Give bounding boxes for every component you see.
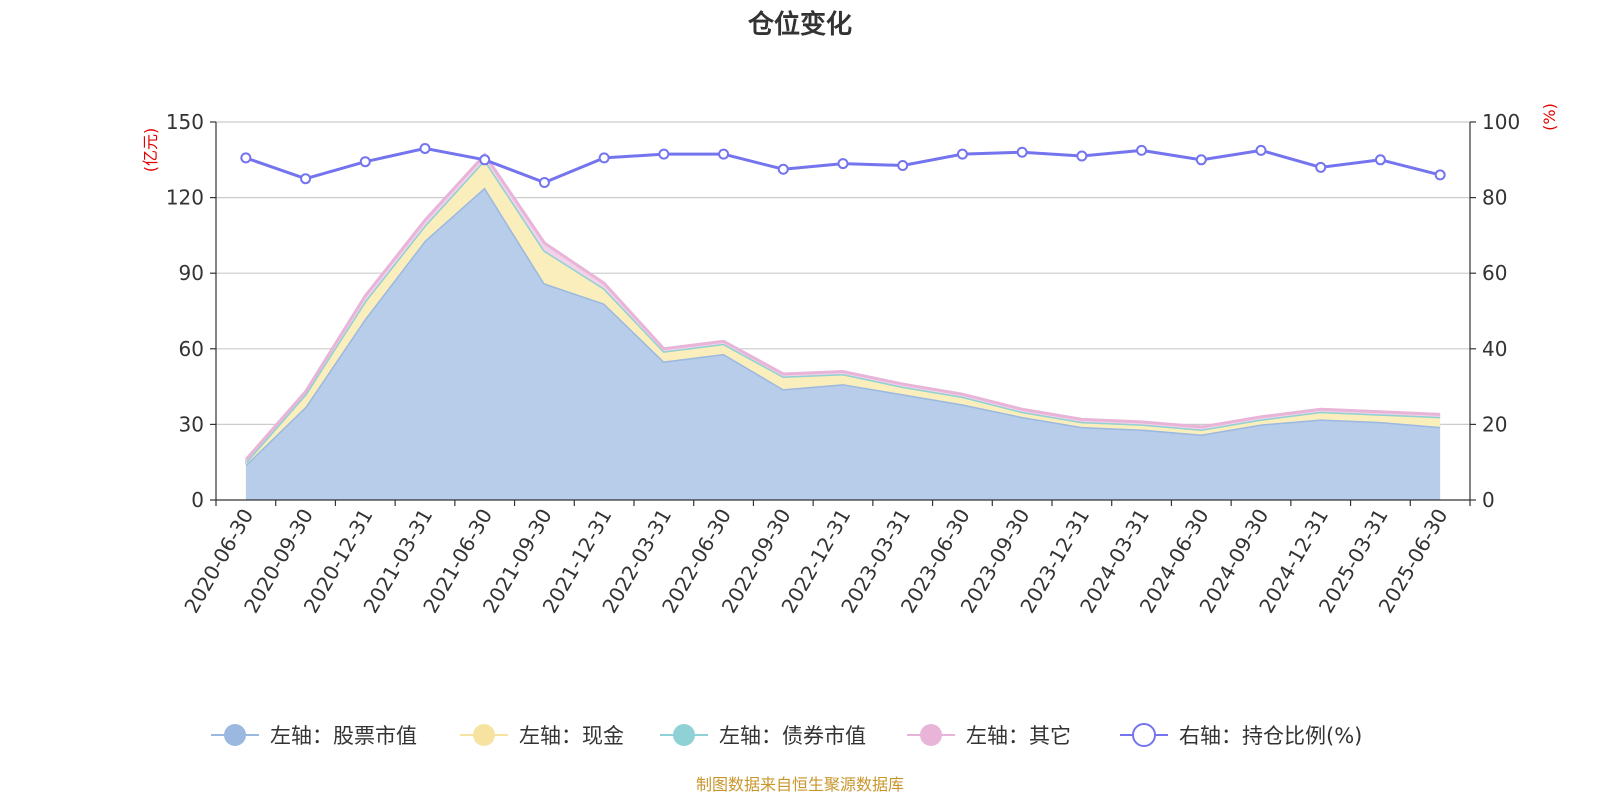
left-tick-label: 60: [179, 337, 204, 361]
right-tick-label: 60: [1482, 261, 1507, 285]
right-tick-label: 100: [1482, 110, 1520, 134]
ratio-point: [1374, 154, 1386, 166]
legend-label: 左轴：债券市值: [719, 724, 866, 748]
ratio-point: [1315, 161, 1327, 173]
legend-label: 左轴：现金: [519, 724, 624, 748]
right-tick-label: 80: [1482, 186, 1507, 210]
ratio-point: [1434, 169, 1446, 181]
ratio-point: [1076, 150, 1088, 162]
left-tick-label: 120: [166, 186, 204, 210]
left-tick-label: 0: [191, 488, 204, 512]
ratio-point: [479, 154, 491, 166]
legend-item[interactable]: 右轴：持仓比例(%): [1120, 723, 1362, 748]
ratio-line: [240, 142, 1446, 188]
ratio-point: [1255, 144, 1267, 156]
legend-label: 右轴：持仓比例(%): [1179, 724, 1362, 748]
ratio-point: [419, 142, 431, 154]
legend-label: 左轴：股票市值: [270, 724, 417, 748]
ratio-point: [956, 148, 968, 160]
ratio-point: [837, 158, 849, 170]
left-tick-label: 150: [166, 110, 204, 134]
source-note: 制图数据来自恒生聚源数据库: [696, 775, 904, 794]
legend-item[interactable]: 左轴：其它: [907, 724, 1071, 748]
ratio-point: [1136, 144, 1148, 156]
legend-marker: [673, 724, 695, 746]
ratio-point: [658, 148, 670, 160]
legend-marker: [473, 724, 495, 746]
legend-item[interactable]: 左轴：债券市值: [660, 724, 866, 748]
ratio-point: [718, 148, 730, 160]
legend-marker: [920, 724, 942, 746]
left-tick-label: 90: [179, 261, 204, 285]
right-tick-label: 40: [1482, 337, 1507, 361]
left-tick-label: 30: [179, 412, 204, 436]
legend[interactable]: 左轴：股票市值 左轴：现金 左轴：债券市值 左轴：其它 右轴：持仓比例(%): [211, 723, 1362, 748]
ratio-point: [300, 173, 312, 185]
ratio-point: [777, 163, 789, 175]
chart-title: 仓位变化: [747, 9, 852, 40]
legend-item[interactable]: 左轴：现金: [460, 724, 624, 748]
right-tick-label: 0: [1482, 488, 1495, 512]
ratio-point: [538, 176, 550, 188]
ratio-point: [359, 156, 371, 168]
ratio-point: [897, 159, 909, 171]
ratio-point: [240, 152, 252, 164]
area-edge-左轴：其它: [244, 152, 1441, 461]
right-axis-unit: (%): [1540, 103, 1559, 131]
right-tick-label: 20: [1482, 412, 1507, 436]
ratio-point: [598, 152, 610, 164]
legend-marker: [1132, 723, 1156, 747]
ratio-point: [1016, 146, 1028, 158]
legend-label: 左轴：其它: [966, 724, 1071, 748]
stacked-areas: [244, 152, 1441, 500]
left-axis-unit: (亿元): [141, 128, 160, 173]
area-左轴：股票市值: [245, 187, 1441, 500]
legend-item[interactable]: 左轴：股票市值: [211, 724, 417, 748]
legend-marker: [224, 724, 246, 746]
ratio-point: [1195, 154, 1207, 166]
